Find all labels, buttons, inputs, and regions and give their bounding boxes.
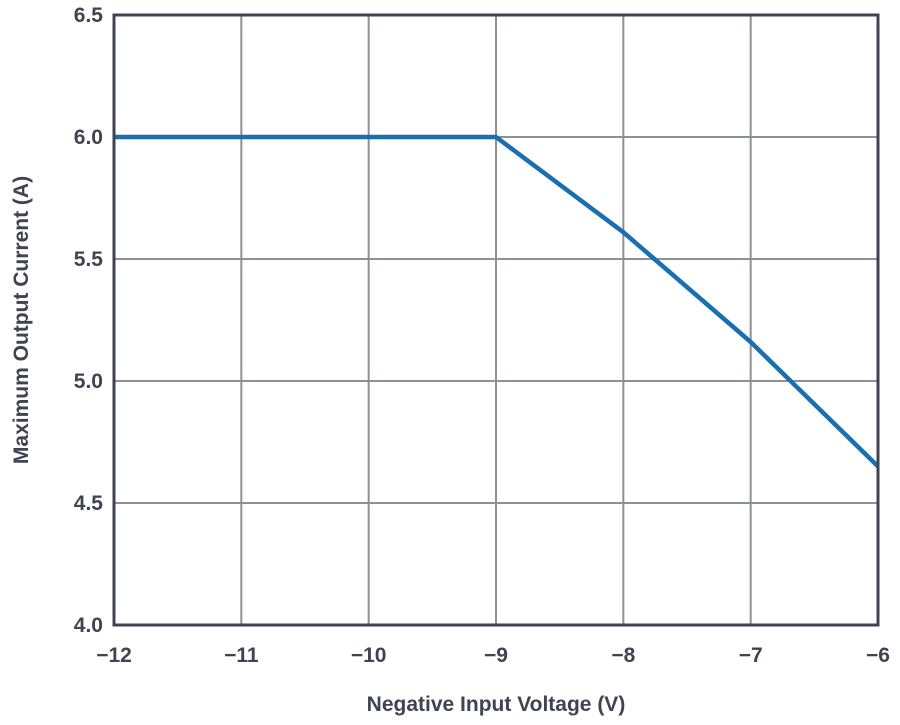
x-tick-label: −6	[866, 644, 890, 667]
y-tick-label: 6.5	[74, 4, 104, 27]
y-tick-label: 5.5	[74, 248, 104, 271]
x-tick-label: −11	[224, 644, 259, 667]
x-tick-label: −12	[96, 644, 132, 667]
y-tick-label: 6.0	[74, 126, 103, 149]
x-tick-labels: −12 −11 −10 −9 −8 −7 −6	[96, 644, 890, 667]
y-tick-label: 4.5	[74, 492, 104, 515]
series-line	[114, 134, 880, 469]
grid-lines	[113, 14, 879, 626]
y-axis-title: Maximum Output Current (A)	[10, 176, 33, 464]
x-tick-label: −10	[351, 644, 387, 667]
series-layer	[114, 134, 880, 469]
plot-frame	[112, 13, 880, 627]
x-tick-label: −8	[611, 644, 635, 667]
y-tick-label: 4.0	[74, 614, 103, 637]
x-axis-title: Negative Input Voltage (V)	[367, 693, 626, 716]
y-tick-label: 5.0	[74, 370, 103, 393]
x-tick-label: −9	[484, 644, 508, 667]
y-tick-labels: 4.0 4.5 5.0 5.5 6.0 6.5	[74, 4, 104, 637]
x-tick-label: −7	[739, 644, 763, 667]
